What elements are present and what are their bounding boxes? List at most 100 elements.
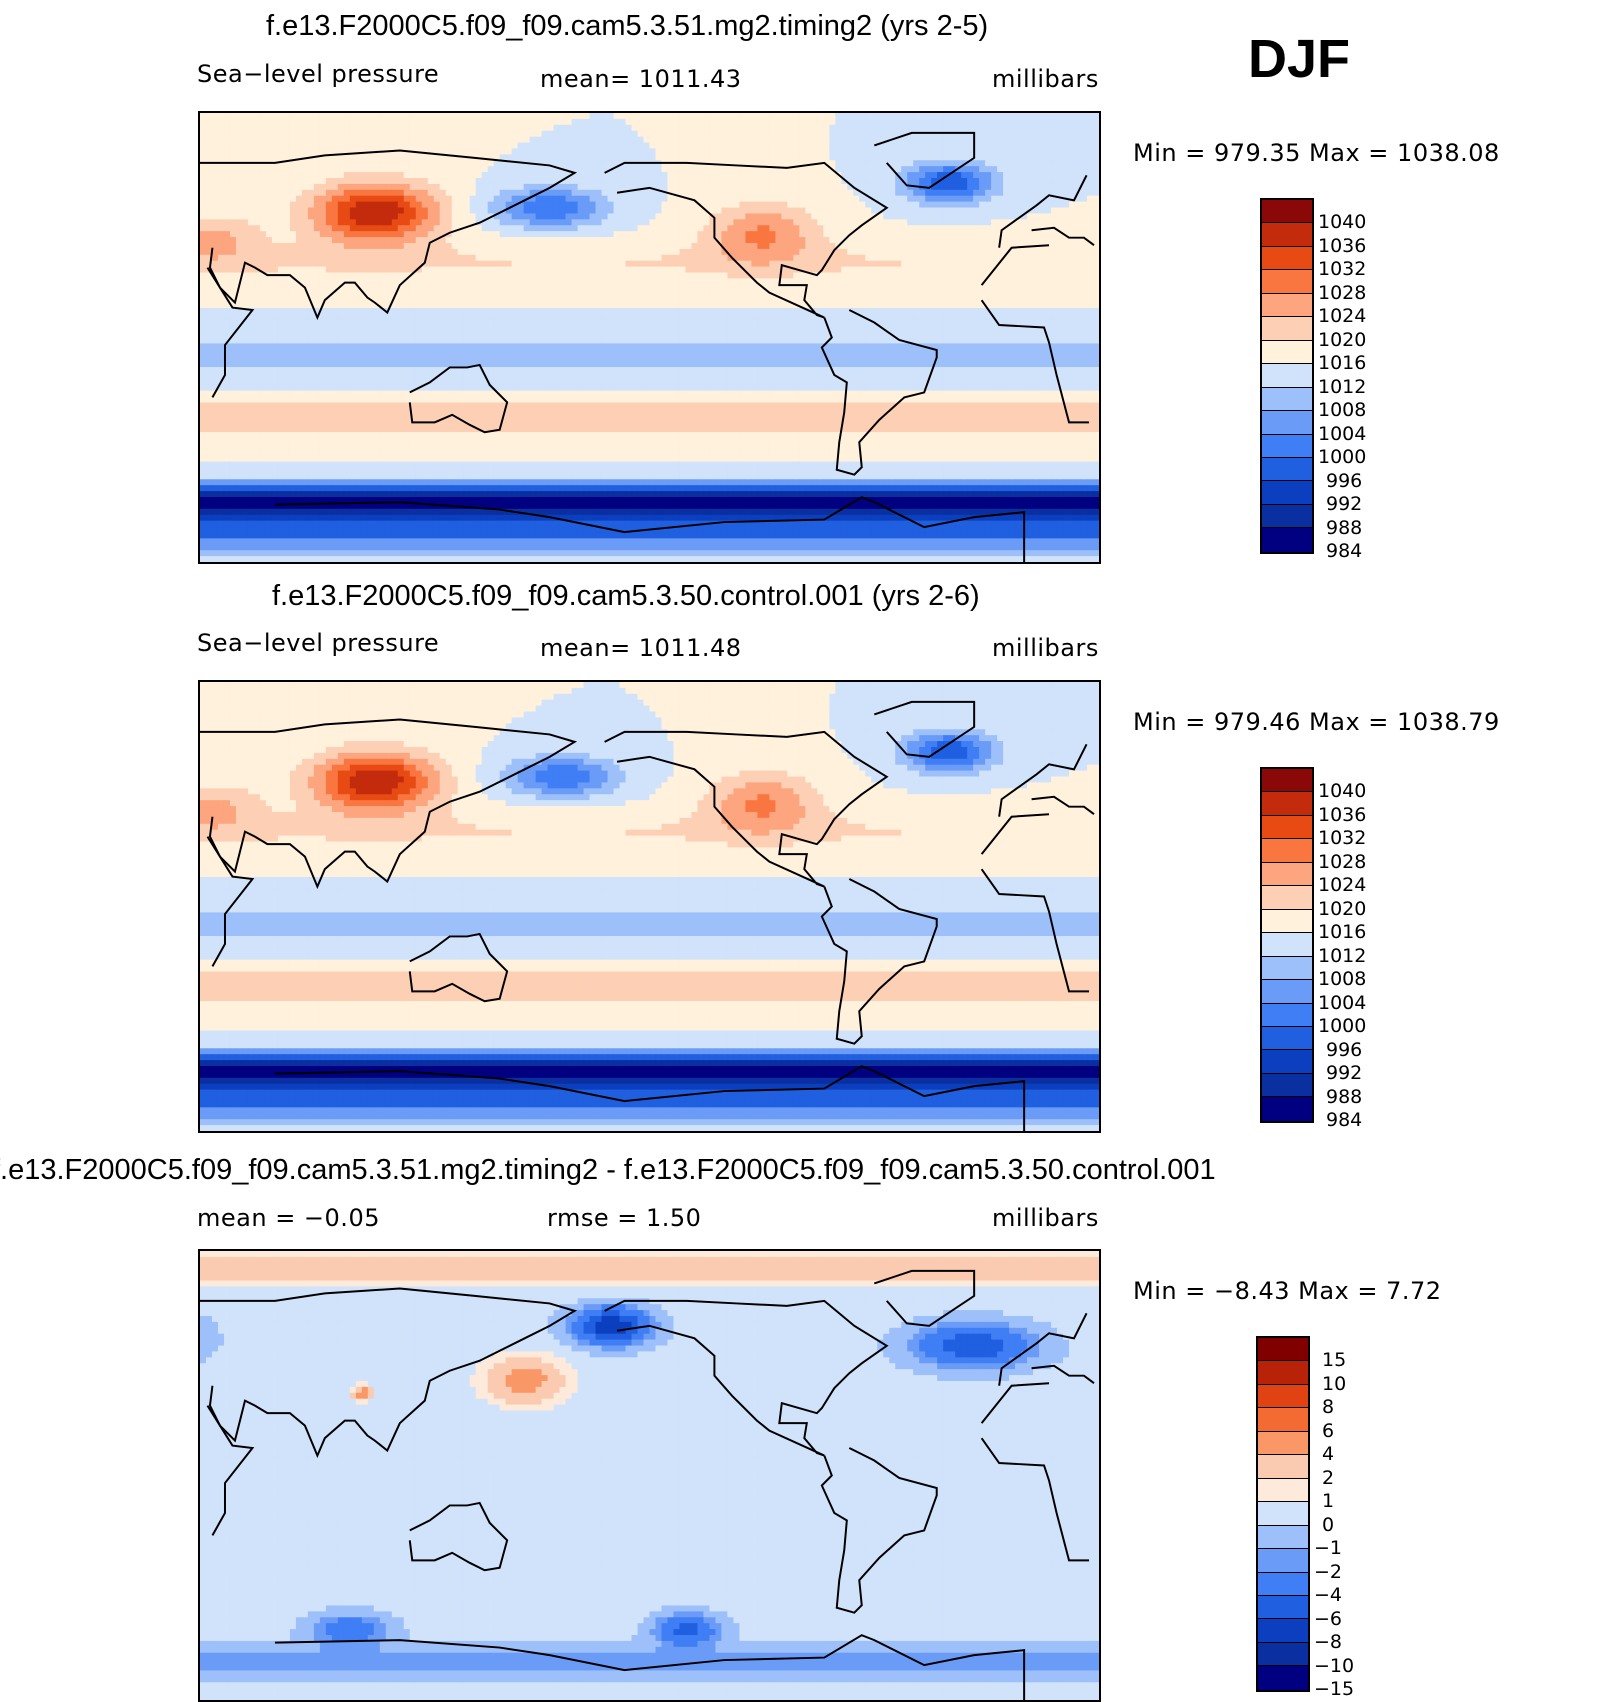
coastline (998, 1312, 1088, 1386)
colorbar-tick-label: −8 (1314, 1633, 1342, 1652)
colorbar-tick-label: 1040 (1318, 782, 1366, 801)
colorbar-swatch (1262, 223, 1312, 247)
coastline (274, 1065, 1026, 1131)
colorbar-tick-label: 988 (1326, 518, 1362, 538)
panel-2-map (198, 680, 1101, 1133)
colorbar-tick-label: 10 (1322, 1374, 1346, 1394)
coastline (873, 700, 976, 758)
colorbar-swatch (1262, 862, 1312, 887)
colorbar-tick-label: 996 (1326, 471, 1362, 491)
colorbar-swatch (1262, 909, 1312, 934)
colorbar-swatch (1262, 481, 1312, 505)
panel-2-units-label: millibars (992, 634, 1099, 662)
colorbar-tick-label: 1024 (1318, 876, 1366, 895)
colorbar-tick-label: 1028 (1318, 852, 1366, 872)
coastline (980, 868, 1090, 993)
coastline (604, 161, 889, 319)
colorbar-swatch (1258, 1572, 1308, 1596)
colorbar-swatch (1258, 1455, 1308, 1479)
colorbar-tick-label: 1000 (1318, 448, 1366, 467)
colorbar-swatch (1262, 1050, 1312, 1074)
colorbar-tick-label: 996 (1326, 1040, 1362, 1060)
colorbar-swatch (1258, 1408, 1308, 1432)
colorbar-swatch (1262, 293, 1312, 318)
panel-1-minmax: Min = 979.35 Max = 1038.08 (1133, 139, 1500, 167)
coastline (980, 1437, 1090, 1562)
colorbar-tick-label: 15 (1322, 1351, 1346, 1370)
coastline (998, 743, 1088, 817)
colorbar-swatch (1262, 1097, 1312, 1121)
colorbar-swatch (1262, 387, 1312, 412)
coastline (873, 131, 976, 189)
colorbar-swatch (1262, 270, 1312, 294)
panel-1-map (198, 111, 1101, 564)
colorbar-swatch (1258, 1549, 1308, 1573)
panel-2-colorbar (1260, 767, 1314, 1123)
colorbar-swatch (1262, 839, 1312, 863)
panel-1-mean-label: mean= 1011.43 (540, 65, 742, 93)
colorbar-tick-label: 1036 (1318, 236, 1366, 256)
coastline (980, 244, 1050, 286)
colorbar-tick-label: 1008 (1318, 970, 1366, 989)
colorbar-swatch (1262, 340, 1312, 365)
colorbar-swatch (1262, 200, 1312, 224)
colorbar-swatch (1262, 246, 1312, 271)
coastline (820, 1447, 938, 1614)
colorbar-tick-label: 1016 (1318, 354, 1366, 373)
colorbar-swatch (1262, 434, 1312, 458)
colorbar-swatch (1258, 1431, 1308, 1456)
colorbar-tick-label: 1020 (1318, 330, 1366, 350)
colorbar-tick-label: 2 (1322, 1468, 1334, 1488)
colorbar-tick-label: −15 (1314, 1680, 1354, 1699)
coastline (200, 1287, 578, 1459)
colorbar-swatch (1258, 1478, 1308, 1503)
colorbar-swatch (1262, 457, 1312, 482)
colorbar-tick-label: 0 (1322, 1515, 1334, 1535)
colorbar-tick-label: 1040 (1318, 213, 1366, 232)
colorbar-swatch (1262, 933, 1312, 957)
panel-1-colorbar (1260, 198, 1314, 554)
colorbar-tick-label: 1020 (1318, 899, 1366, 919)
colorbar-swatch (1262, 769, 1312, 793)
season-label: DJF (1248, 28, 1350, 90)
coastline (980, 813, 1050, 855)
coastline (206, 836, 255, 967)
coastline (980, 1382, 1050, 1424)
panel-2-minmax: Min = 979.46 Max = 1038.79 (1133, 708, 1500, 736)
colorbar-tick-label: 1 (1322, 1492, 1334, 1511)
coastline (206, 1405, 255, 1536)
colorbar-tick-label: −2 (1314, 1562, 1342, 1582)
colorbar-swatch (1262, 1003, 1312, 1027)
colorbar-tick-label: 4 (1322, 1445, 1334, 1464)
colorbar-tick-label: 1032 (1318, 260, 1366, 279)
colorbar-swatch (1258, 1525, 1308, 1550)
coastline (1031, 795, 1095, 816)
colorbar-swatch (1262, 317, 1312, 341)
colorbar-tick-label: −1 (1314, 1539, 1342, 1558)
coastline (274, 1634, 1026, 1700)
coastline (998, 174, 1088, 248)
colorbar-tick-label: 992 (1326, 495, 1362, 514)
colorbar-swatch (1262, 504, 1312, 529)
coastline (408, 363, 509, 434)
colorbar-swatch (1262, 364, 1312, 388)
colorbar-swatch (1262, 1026, 1312, 1051)
panel-3-rmse-label: rmse = 1.50 (547, 1204, 701, 1232)
colorbar-swatch (1258, 1666, 1308, 1690)
panel-2-title: f.e13.F2000C5.f09_f09.cam5.3.50.control.… (272, 580, 980, 613)
panel-3-minmax: Min = −8.43 Max = 7.72 (1133, 1277, 1442, 1305)
colorbar-tick-label: 1032 (1318, 829, 1366, 848)
colorbar-swatch (1258, 1642, 1308, 1667)
colorbar-swatch (1262, 1073, 1312, 1098)
panel-2-mean-label: mean= 1011.48 (540, 634, 742, 662)
colorbar-swatch (1258, 1502, 1308, 1526)
colorbar-swatch (1258, 1338, 1308, 1362)
colorbar-tick-label: 984 (1326, 1111, 1362, 1130)
colorbar-swatch (1258, 1619, 1308, 1643)
coastline (604, 1299, 889, 1457)
colorbar-swatch (1258, 1384, 1308, 1409)
colorbar-swatch (1262, 411, 1312, 435)
panel-3-title: f.e13.F2000C5.f09_f09.cam5.3.51.mg2.timi… (0, 1154, 1216, 1187)
colorbar-tick-label: 8 (1322, 1398, 1334, 1417)
panel-3-mean-label: mean = −0.05 (197, 1204, 380, 1232)
